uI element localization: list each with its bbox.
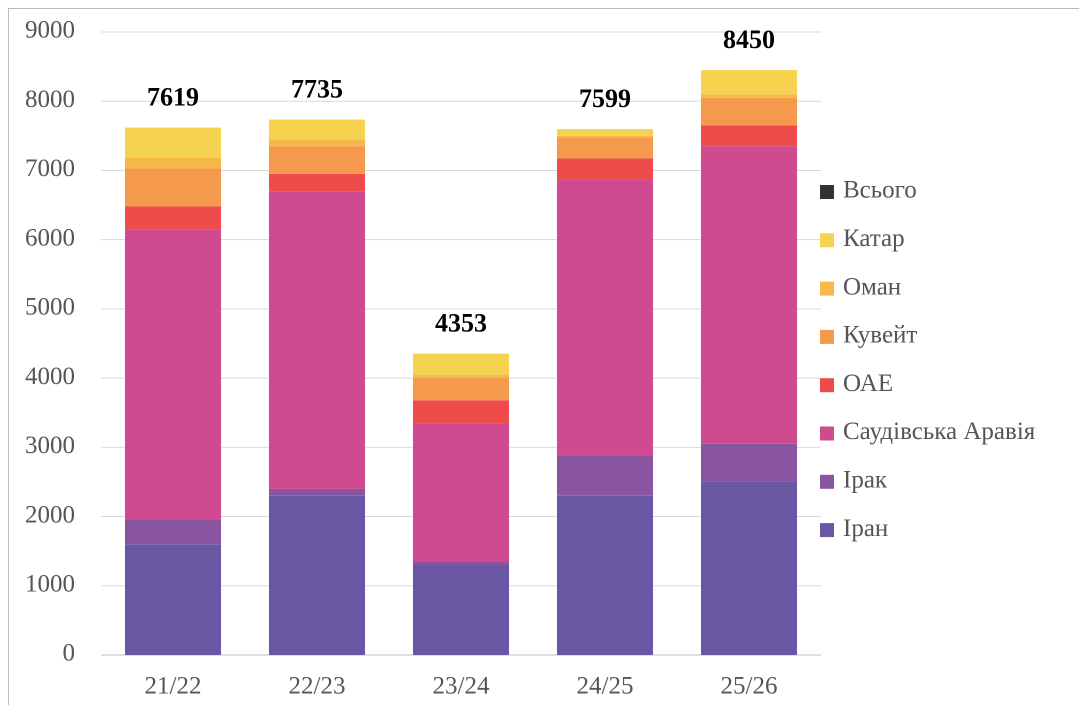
bar-segment (556, 455, 654, 496)
bar-segment (700, 481, 798, 655)
x-tick-label: 25/26 (721, 673, 778, 700)
legend-label: Саудівська Аравія (843, 418, 1036, 445)
bar-segment (124, 544, 222, 655)
y-tick-label: 4000 (25, 363, 75, 390)
bar-segment (556, 135, 654, 138)
bar-segment (556, 137, 654, 159)
legend-label: Іран (843, 515, 888, 542)
y-tick-label: 0 (63, 640, 76, 667)
bar-segment (268, 191, 366, 489)
y-tick-label: 9000 (25, 17, 75, 44)
bar-segment (124, 168, 222, 207)
legend-swatch (820, 474, 834, 489)
bar-segment (124, 157, 222, 169)
bar-segment (700, 125, 798, 147)
y-tick-label: 1000 (25, 571, 75, 598)
legend-swatch (820, 329, 834, 344)
bar-segment (268, 119, 366, 140)
x-tick-label: 24/25 (577, 673, 634, 700)
legend-swatch (820, 233, 834, 248)
y-tick-label: 6000 (25, 224, 75, 251)
bar-segment (700, 146, 798, 444)
bar-segment (124, 127, 222, 158)
legend-swatch (820, 281, 834, 296)
bar-segment (556, 158, 654, 180)
y-tick-label: 3000 (25, 432, 75, 459)
legend-swatch (820, 523, 834, 538)
legend-label: Всього (843, 177, 917, 204)
bar-segment (700, 94, 798, 98)
x-tick-label: 22/23 (289, 673, 346, 700)
legend-label: Катар (843, 225, 905, 252)
y-tick-label: 7000 (25, 155, 75, 182)
bar-segment (268, 173, 366, 192)
legend-label: Ірак (843, 467, 888, 494)
legend-label: Кувейт (843, 322, 917, 349)
bar-segment (412, 561, 510, 566)
total-label: 7619 (147, 83, 199, 112)
bar-segment (412, 423, 510, 562)
y-tick-label: 8000 (25, 86, 75, 113)
total-label: 7735 (291, 75, 343, 104)
bar-segment (556, 179, 654, 456)
bar-segment (268, 488, 366, 496)
bar-segment (700, 443, 798, 482)
bar-segment (124, 206, 222, 230)
legend-label: ОАЕ (843, 370, 893, 397)
bar-segment (268, 146, 366, 174)
x-tick-label: 23/24 (433, 673, 490, 700)
y-tick-label: 2000 (25, 501, 75, 528)
bar-segment (124, 520, 222, 545)
bar-segment (412, 565, 510, 655)
bar-segment (412, 378, 510, 401)
y-tick-label: 5000 (25, 294, 75, 321)
legend-label: Оман (843, 273, 901, 300)
legend-swatch (820, 378, 834, 393)
bar-segment (700, 70, 798, 95)
bar-segment (412, 374, 510, 379)
bar-segment (268, 139, 366, 147)
bar-segment (412, 353, 510, 375)
chart-frame (8, 8, 1079, 705)
legend-swatch (820, 426, 834, 441)
x-tick-label: 21/22 (145, 673, 202, 700)
bar-segment (268, 495, 366, 655)
bar-segment (556, 128, 654, 136)
bar-segment (412, 400, 510, 424)
total-label: 4353 (435, 309, 487, 338)
total-label: 7599 (579, 84, 631, 113)
bar-segment (700, 97, 798, 126)
bar-segment (556, 495, 654, 655)
bar-segment (124, 229, 222, 521)
total-label: 8450 (723, 25, 775, 54)
legend-swatch (820, 185, 834, 199)
